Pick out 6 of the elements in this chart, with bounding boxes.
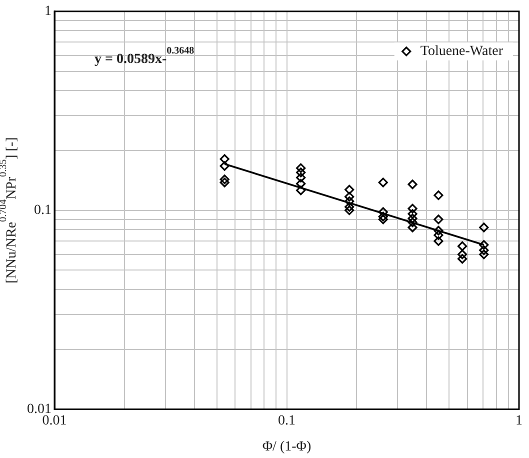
- x-axis-title: Φ/ (1-Φ): [262, 440, 312, 455]
- y-tick-label: 0.1: [34, 202, 52, 218]
- legend-label: Toluene-Water: [420, 44, 504, 60]
- x-tick-label: 0.1: [278, 413, 296, 428]
- x-tick-label: 1: [516, 413, 522, 428]
- y-tick-label: 1: [44, 4, 52, 20]
